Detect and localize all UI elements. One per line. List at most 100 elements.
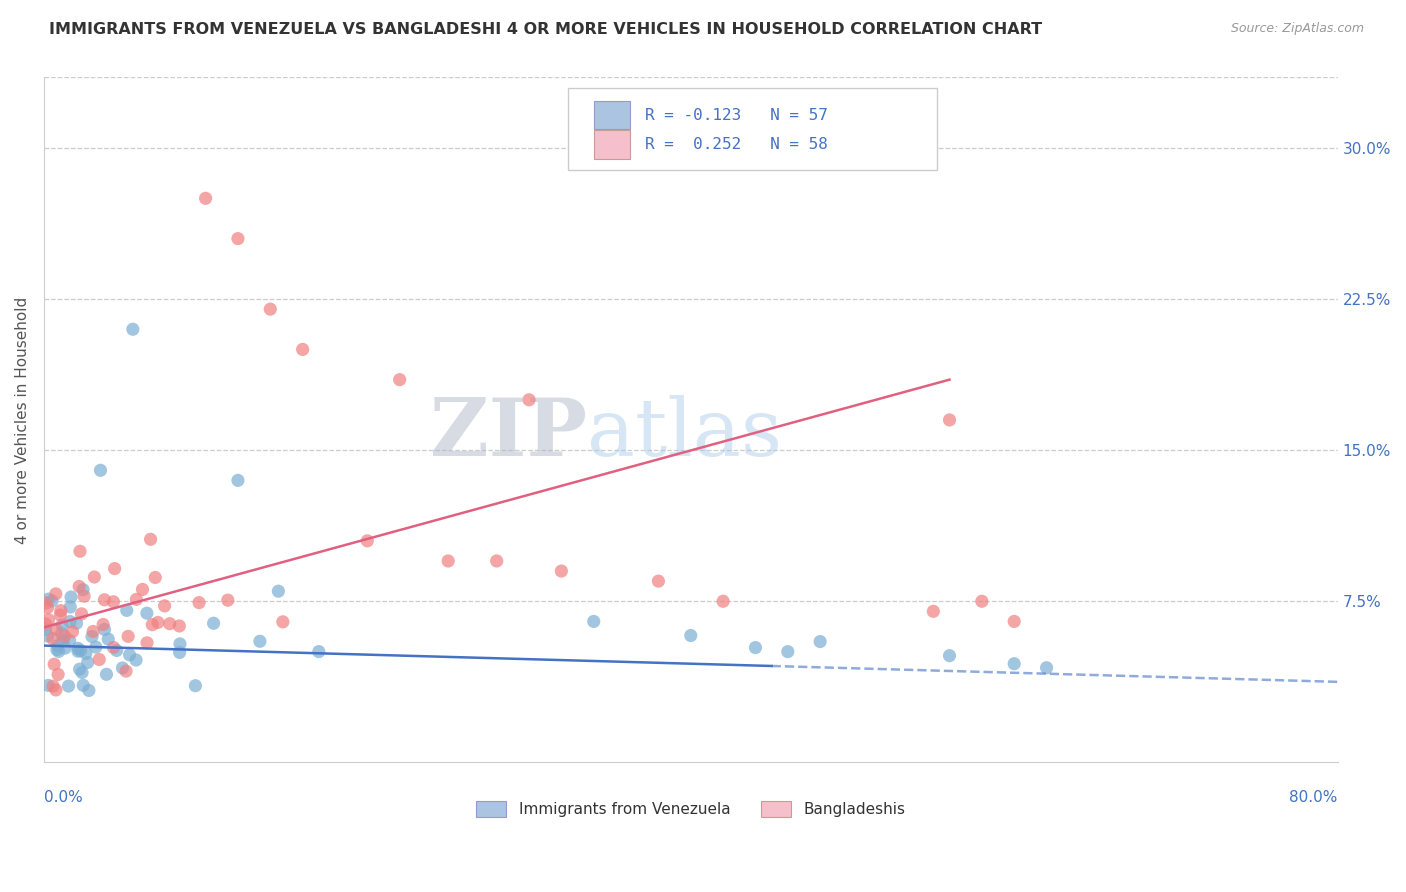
Text: 0.0%: 0.0% [44,789,83,805]
Point [65,616,87,631]
Point [49,604,72,618]
Point [48,644,70,658]
Point [194,191,217,205]
Point [59,633,82,648]
Point [37,678,59,692]
Point [75,647,97,661]
Point [808,634,831,648]
Point [42,679,65,693]
Point [49,608,72,623]
Point [135,606,157,620]
Point [388,373,411,387]
Point [485,554,508,568]
Y-axis label: 4 or more Vehicles in Household: 4 or more Vehicles in Household [15,296,30,543]
Point [131,582,153,597]
Point [679,628,702,642]
Point [308,645,330,659]
Point [70,607,93,621]
Point [46,667,69,681]
Point [271,615,294,629]
Point [70,665,93,680]
Point [93,592,115,607]
Point [115,603,138,617]
Point [93,623,115,637]
Point [169,637,191,651]
Point [62,624,84,639]
Point [115,664,138,678]
Point [184,679,207,693]
Point [169,619,191,633]
Point [938,413,960,427]
Point [82,624,104,639]
Point [188,596,211,610]
Point [118,648,141,662]
Point [51,618,73,632]
Text: ZIP: ZIP [430,394,588,473]
Point [267,584,290,599]
Point [437,554,460,568]
Point [146,615,169,630]
Point [52,633,75,648]
Point [226,232,249,246]
Point [91,617,114,632]
Point [139,533,162,547]
Point [66,644,89,658]
Text: Source: ZipAtlas.com: Source: ZipAtlas.com [1230,22,1364,36]
Point [103,595,125,609]
Point [53,640,76,655]
Point [291,343,314,357]
Point [72,582,94,597]
Point [44,657,66,672]
Point [356,533,378,548]
Point [69,544,91,558]
Point [226,474,249,488]
Text: R = -0.123   N = 57: R = -0.123 N = 57 [645,108,828,122]
Point [69,643,91,657]
Point [37,592,59,607]
Point [46,639,69,653]
Point [776,645,799,659]
Point [45,622,67,636]
Point [67,579,90,593]
FancyBboxPatch shape [593,130,630,159]
Point [121,322,143,336]
Point [37,600,59,615]
Point [83,570,105,584]
Text: IMMIGRANTS FROM VENEZUELA VS BANGLADESHI 4 OR MORE VEHICLES IN HOUSEHOLD CORRELA: IMMIGRANTS FROM VENEZUELA VS BANGLADESHI… [49,22,1042,37]
Point [217,593,239,607]
Point [58,679,80,693]
Text: 80.0%: 80.0% [1289,789,1337,805]
Point [66,641,89,656]
Point [53,629,76,643]
Point [153,599,176,613]
Legend: Immigrants from Venezuela, Bangladeshis: Immigrants from Venezuela, Bangladeshis [470,795,911,823]
Point [51,626,73,640]
Point [59,615,82,629]
Text: atlas: atlas [588,394,782,473]
Point [34,623,56,637]
Point [169,645,191,659]
Point [1002,657,1025,671]
Point [938,648,960,663]
Point [582,615,605,629]
Point [1002,615,1025,629]
Point [89,652,111,666]
Point [69,662,91,676]
Point [37,629,59,643]
Point [45,642,67,657]
Point [922,604,945,618]
FancyBboxPatch shape [593,101,630,129]
Point [34,616,56,631]
Point [159,616,181,631]
Point [77,683,100,698]
Point [1035,661,1057,675]
Point [89,463,111,477]
Point [45,587,67,601]
Point [111,661,134,675]
Point [80,630,103,644]
Point [38,613,60,627]
Point [117,629,139,643]
Point [143,570,166,584]
FancyBboxPatch shape [568,87,936,169]
Point [744,640,766,655]
